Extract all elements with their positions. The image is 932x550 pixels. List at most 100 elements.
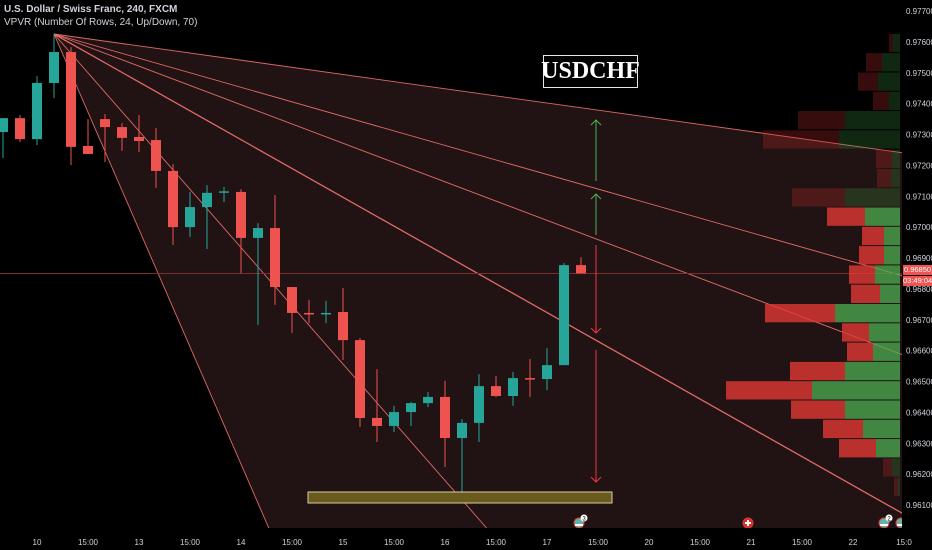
time-tick-label: 15:00 bbox=[180, 538, 201, 547]
candle-body bbox=[83, 145, 93, 154]
fan-line[interactable] bbox=[53, 33, 270, 529]
vp-up-bar bbox=[873, 342, 900, 361]
vp-down-bar bbox=[883, 458, 892, 477]
candle-down bbox=[372, 369, 382, 443]
vp-up-bar bbox=[892, 458, 900, 477]
arrow-head bbox=[590, 193, 602, 200]
candle-body bbox=[440, 396, 450, 439]
candle-down bbox=[576, 257, 586, 274]
flag-stripe bbox=[880, 524, 888, 526]
time-axis[interactable] bbox=[0, 528, 932, 550]
indicator-title[interactable]: VPVR (Number Of Rows, 24, Up/Down, 70) bbox=[4, 17, 198, 28]
vp-down-bar bbox=[877, 168, 891, 188]
candle-body bbox=[32, 82, 42, 140]
down-arrow[interactable] bbox=[590, 350, 602, 483]
candle-up bbox=[457, 419, 467, 497]
candle-body bbox=[542, 365, 552, 380]
candle-down bbox=[440, 380, 450, 468]
time-tick-label: 14 bbox=[237, 538, 246, 547]
vp-down-bar bbox=[873, 91, 889, 111]
fan-shading bbox=[54, 34, 902, 528]
swiss-flag-icon[interactable] bbox=[742, 517, 754, 529]
candle-up bbox=[253, 223, 263, 325]
candle-body bbox=[151, 140, 161, 171]
candle-body bbox=[338, 312, 348, 341]
vp-up-bar bbox=[884, 226, 900, 246]
vp-up-bar bbox=[889, 91, 900, 111]
chart-legend: U.S. Dollar / Swiss Franc, 240, FXCM VPV… bbox=[4, 3, 197, 29]
candle-up bbox=[202, 185, 212, 250]
fan-line[interactable] bbox=[53, 33, 903, 154]
cross-h bbox=[745, 522, 751, 524]
vp-up-bar bbox=[835, 304, 900, 323]
time-tick-label: 15:00 bbox=[690, 538, 711, 547]
candle-up bbox=[49, 33, 59, 99]
candle-body bbox=[372, 417, 382, 426]
time-tick-label: 15:00 bbox=[486, 538, 507, 547]
candle-up bbox=[0, 118, 8, 158]
candle-down bbox=[287, 287, 297, 334]
candle-body bbox=[474, 386, 484, 423]
fan-line[interactable] bbox=[53, 33, 903, 355]
candle-body bbox=[423, 396, 433, 404]
fan-line[interactable] bbox=[53, 33, 903, 277]
candle-body bbox=[0, 118, 8, 133]
candle-body bbox=[406, 403, 416, 413]
candle-body bbox=[168, 170, 178, 228]
candle-down bbox=[355, 337, 365, 427]
candle-body bbox=[66, 52, 76, 147]
candle-down bbox=[168, 164, 178, 246]
current-price-tag: 0.96850 bbox=[903, 265, 932, 275]
candle-up bbox=[321, 300, 331, 324]
candle-up bbox=[423, 391, 433, 408]
vp-down-bar bbox=[889, 33, 893, 53]
vp-down-bar bbox=[866, 53, 882, 72]
vp-up-bar bbox=[863, 419, 900, 439]
vp-up-bar bbox=[876, 439, 900, 458]
event-badge bbox=[580, 514, 588, 522]
candle-down bbox=[134, 115, 144, 153]
price-tick-label: 0.96100 bbox=[906, 501, 932, 510]
candle-up bbox=[219, 186, 229, 203]
vp-up-bar bbox=[898, 477, 900, 496]
candle-down bbox=[100, 114, 110, 162]
vp-down-bar bbox=[858, 72, 878, 91]
vp-up-bar bbox=[893, 33, 900, 53]
vp-up-bar bbox=[869, 323, 900, 342]
candle-body bbox=[304, 312, 314, 315]
annotation-text-box[interactable]: USDCHF bbox=[541, 55, 640, 88]
drawings bbox=[307, 119, 613, 504]
candle-up bbox=[32, 76, 42, 145]
candle-body bbox=[270, 228, 280, 288]
us-flag-icon[interactable]: 3 bbox=[573, 514, 588, 529]
vp-down-bar bbox=[791, 400, 845, 419]
vp-down-bar bbox=[876, 149, 892, 168]
time-tick-label: 15:00 bbox=[384, 538, 405, 547]
candle-body bbox=[49, 52, 59, 83]
time-tick-label: 15:00 bbox=[282, 538, 303, 547]
price-axis[interactable] bbox=[902, 0, 932, 550]
time-tick-label: 15:0 bbox=[896, 538, 912, 547]
highlight-rectangle[interactable] bbox=[307, 491, 613, 504]
candle-down bbox=[151, 128, 161, 188]
candle-body bbox=[100, 119, 110, 128]
candle-up bbox=[508, 371, 518, 406]
candle-body bbox=[321, 312, 331, 315]
symbol-title[interactable]: U.S. Dollar / Swiss Franc, 240, FXCM bbox=[4, 4, 178, 15]
vp-down-bar bbox=[862, 226, 884, 246]
down-arrow[interactable] bbox=[590, 245, 602, 334]
countdown-tag: 03:49:04 bbox=[903, 276, 932, 286]
time-tick-label: 20 bbox=[645, 538, 654, 547]
candle-down bbox=[15, 115, 25, 142]
up-arrow[interactable] bbox=[590, 193, 602, 235]
vp-down-bar bbox=[894, 477, 898, 496]
up-arrow[interactable] bbox=[590, 119, 602, 181]
